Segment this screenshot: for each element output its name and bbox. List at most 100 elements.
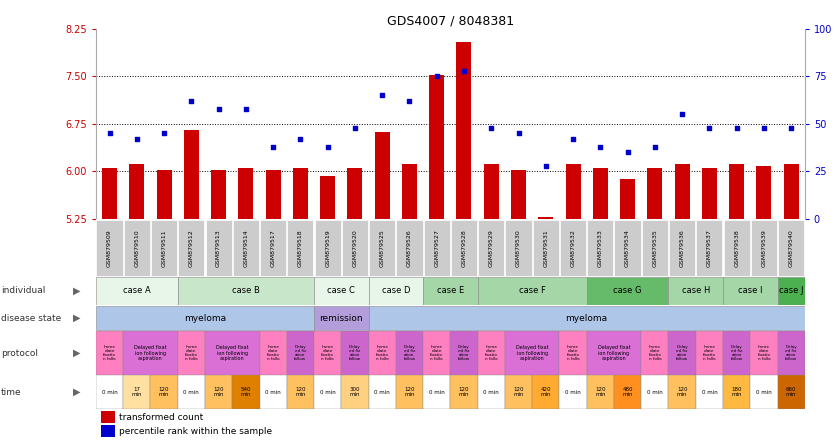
- Bar: [756, 166, 771, 219]
- Text: Imme
diate
fixatio
n follo: Imme diate fixatio n follo: [103, 345, 116, 361]
- Point: [103, 130, 116, 137]
- Bar: [751, 219, 777, 276]
- Text: GSM879520: GSM879520: [353, 229, 358, 267]
- Bar: [369, 277, 423, 305]
- Bar: [478, 376, 505, 408]
- Bar: [314, 277, 369, 305]
- Bar: [369, 219, 395, 276]
- Text: GSM879526: GSM879526: [407, 229, 412, 267]
- Bar: [723, 331, 751, 375]
- Bar: [342, 219, 368, 276]
- Bar: [259, 331, 287, 375]
- Bar: [233, 219, 259, 276]
- Bar: [505, 331, 560, 375]
- Bar: [232, 376, 259, 408]
- Point: [757, 124, 771, 131]
- Text: GSM879525: GSM879525: [379, 229, 384, 267]
- Point: [349, 124, 362, 131]
- Text: 0 min: 0 min: [265, 389, 281, 395]
- Bar: [97, 219, 123, 276]
- Bar: [777, 376, 805, 408]
- Text: 0 min: 0 min: [701, 389, 717, 395]
- Bar: [396, 331, 423, 375]
- Text: GSM879512: GSM879512: [188, 229, 193, 267]
- Point: [403, 98, 416, 105]
- Text: case E: case E: [437, 286, 464, 295]
- Text: 0 min: 0 min: [374, 389, 390, 395]
- Bar: [586, 277, 669, 305]
- Text: Delay
ed fix
ation
follow: Delay ed fix ation follow: [294, 345, 306, 361]
- Bar: [205, 376, 232, 408]
- Bar: [751, 331, 777, 375]
- Bar: [178, 376, 205, 408]
- Text: 0 min: 0 min: [319, 389, 335, 395]
- Text: Delay
ed fix
ation
follow: Delay ed fix ation follow: [676, 345, 688, 361]
- Text: 420
min: 420 min: [540, 387, 551, 397]
- Text: ▶: ▶: [73, 286, 80, 296]
- Bar: [456, 42, 471, 219]
- Text: 120
min: 120 min: [404, 387, 414, 397]
- Bar: [669, 219, 696, 276]
- Bar: [341, 376, 369, 408]
- Text: disease state: disease state: [1, 313, 61, 322]
- Bar: [729, 164, 744, 219]
- Point: [539, 162, 552, 169]
- Point: [375, 92, 389, 99]
- Bar: [293, 168, 308, 219]
- Text: Delay
ed fix
ation
follow: Delay ed fix ation follow: [349, 345, 361, 361]
- Text: Delayed fixat
ion following
aspiration: Delayed fixat ion following aspiration: [134, 345, 167, 361]
- Bar: [560, 376, 586, 408]
- Text: 0 min: 0 min: [183, 389, 199, 395]
- Text: GSM879518: GSM879518: [298, 229, 303, 266]
- Text: 660
min: 660 min: [786, 387, 796, 397]
- Text: Delay
ed fix
ation
follow: Delay ed fix ation follow: [785, 345, 797, 361]
- Bar: [723, 376, 751, 408]
- Bar: [615, 219, 641, 276]
- Text: 120
min: 120 min: [214, 387, 224, 397]
- Bar: [505, 219, 531, 276]
- Bar: [641, 331, 669, 375]
- Bar: [341, 331, 369, 375]
- Bar: [314, 305, 369, 330]
- Bar: [102, 168, 117, 219]
- Text: Imme
diate
fixatio
n follo: Imme diate fixatio n follo: [376, 345, 389, 361]
- Bar: [178, 277, 314, 305]
- Bar: [205, 331, 259, 375]
- Text: Delay
ed fix
ation
follow: Delay ed fix ation follow: [731, 345, 743, 361]
- Point: [212, 105, 225, 112]
- Bar: [123, 219, 150, 276]
- Bar: [451, 219, 477, 276]
- Text: case I: case I: [738, 286, 762, 295]
- Bar: [205, 219, 232, 276]
- Point: [158, 130, 171, 137]
- Bar: [565, 164, 580, 219]
- Text: percentile rank within the sample: percentile rank within the sample: [119, 427, 272, 436]
- Bar: [320, 176, 335, 219]
- Bar: [178, 331, 205, 375]
- Text: 0 min: 0 min: [647, 389, 663, 395]
- Bar: [587, 219, 614, 276]
- Text: 0 min: 0 min: [429, 389, 445, 395]
- Text: Imme
diate
fixatio
n follo: Imme diate fixatio n follo: [648, 345, 661, 361]
- Text: case D: case D: [382, 286, 410, 295]
- Text: Delay
ed fix
ation
follow: Delay ed fix ation follow: [404, 345, 415, 361]
- Text: ▶: ▶: [73, 387, 80, 397]
- Point: [620, 149, 634, 156]
- Point: [703, 124, 716, 131]
- Bar: [402, 164, 417, 219]
- Text: 120
min: 120 min: [513, 387, 524, 397]
- Text: Delayed fixat
ion following
aspiration: Delayed fixat ion following aspiration: [216, 345, 249, 361]
- Text: individual: individual: [1, 286, 45, 295]
- Bar: [157, 170, 172, 219]
- Bar: [369, 305, 805, 330]
- Text: case A: case A: [123, 286, 151, 295]
- Bar: [593, 168, 608, 219]
- Bar: [777, 331, 805, 375]
- Text: protocol: protocol: [1, 349, 38, 357]
- Text: ▶: ▶: [73, 313, 80, 323]
- Bar: [423, 331, 450, 375]
- Bar: [374, 132, 389, 219]
- Bar: [178, 219, 204, 276]
- Text: GSM879538: GSM879538: [734, 229, 739, 267]
- Bar: [533, 219, 559, 276]
